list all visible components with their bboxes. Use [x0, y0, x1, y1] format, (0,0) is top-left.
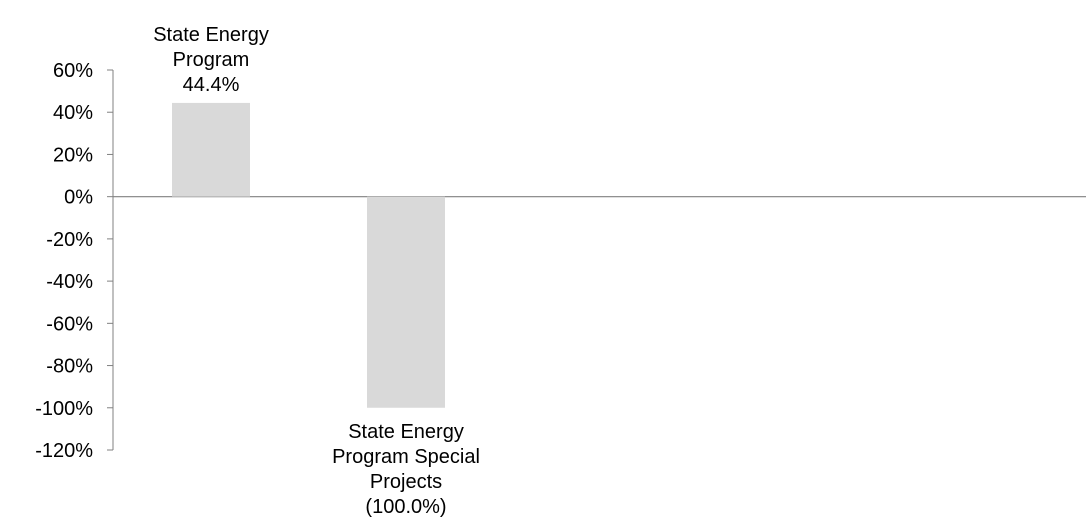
- y-tick-label: 40%: [53, 102, 93, 124]
- bar-1: [172, 102, 250, 197]
- y-tick-label: -80%: [46, 356, 93, 378]
- y-tick-label: -60%: [46, 313, 93, 335]
- y-tick-label: 20%: [53, 144, 93, 166]
- y-tick-label: -20%: [46, 229, 93, 251]
- y-tick-label: -40%: [46, 271, 93, 293]
- bar-2-label-line: (100.0%): [365, 496, 446, 518]
- bar-1-label-line: 44.4%: [183, 74, 240, 96]
- bar-2-label-line: State Energy: [348, 421, 464, 443]
- axis-layer: 60% 40% 20% 0% -20% -40% -60% -80% -100% -120%: [35, 60, 1086, 462]
- bar-2: [367, 196, 445, 408]
- y-tick-label: 60%: [53, 60, 93, 82]
- bar-1-label-line: State Energy: [153, 24, 269, 46]
- label-layer: State Energy Program 44.4% State Energy Prog…: [153, 24, 480, 518]
- y-tick-label: 0%: [64, 187, 93, 209]
- bar-layer: [172, 102, 445, 408]
- bar-2-label-line: Projects: [370, 471, 442, 493]
- y-tick-label: -100%: [35, 398, 93, 420]
- y-tick-label: -120%: [35, 440, 93, 462]
- bar-2-label-line: Program Special: [332, 446, 480, 468]
- bar-1-label-line: Program: [173, 49, 250, 71]
